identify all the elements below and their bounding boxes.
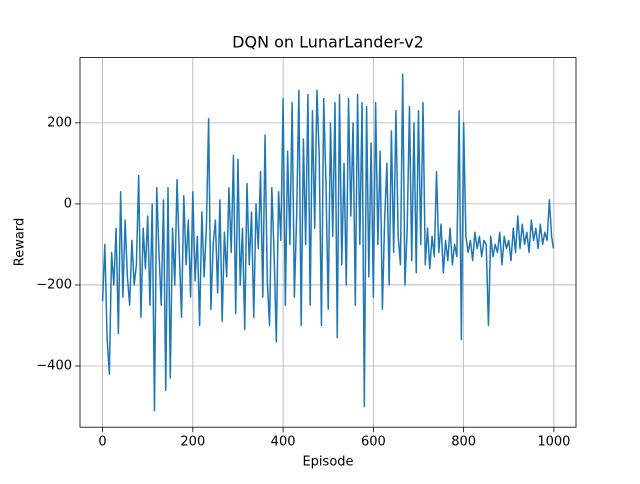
- y-tick-label: −200: [36, 277, 72, 292]
- x-tick-label: 0: [98, 435, 106, 450]
- y-tick-label: 0: [64, 196, 72, 211]
- x-tick-label: 600: [361, 435, 386, 450]
- x-axis-label: Episode: [302, 455, 353, 470]
- y-tick-label: 200: [47, 115, 72, 130]
- plot-frame: [79, 57, 577, 428]
- x-tick-label: 800: [451, 435, 476, 450]
- x-tick-label: 1000: [537, 435, 570, 450]
- y-tick-label: −400: [36, 359, 72, 374]
- chart-title: DQN on LunarLander-v2: [232, 33, 424, 52]
- y-axis-label: Reward: [13, 218, 28, 266]
- x-tick-label: 200: [180, 435, 205, 450]
- data-line: [101, 73, 555, 412]
- x-tick-label: 400: [271, 435, 296, 450]
